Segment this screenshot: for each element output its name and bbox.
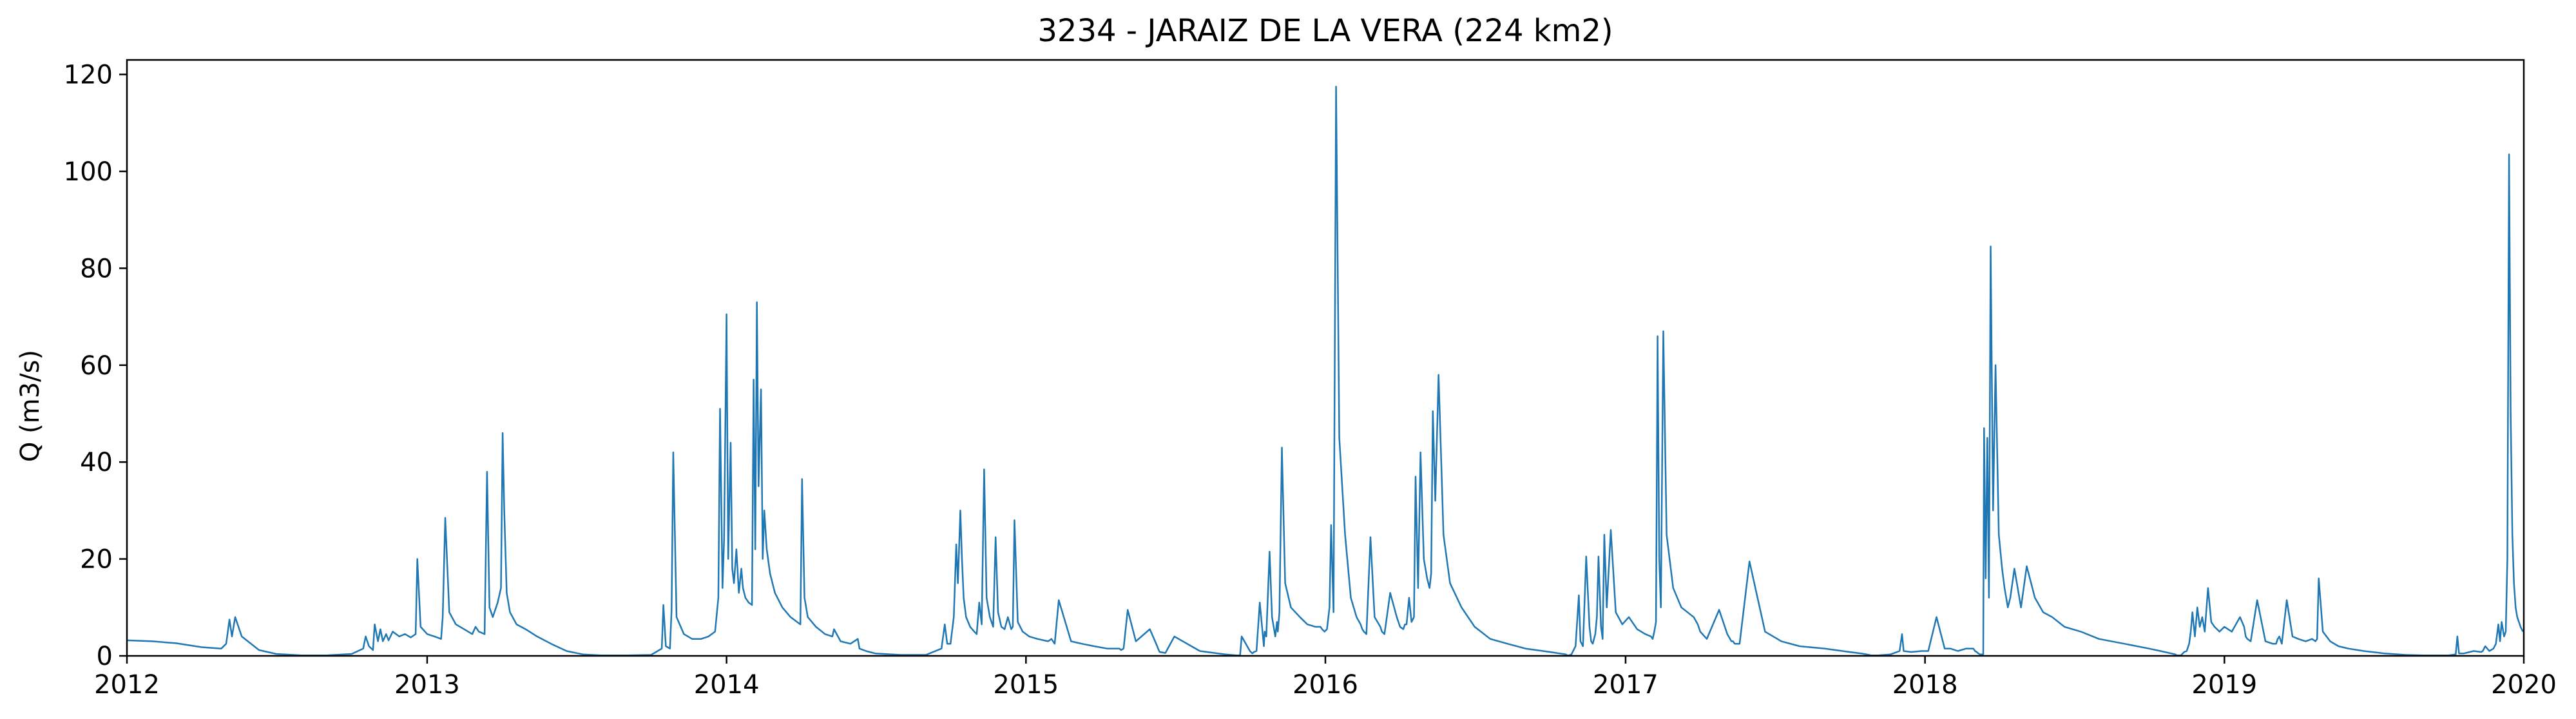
x-tick-label: 2015 [993,670,1059,700]
x-tick-label: 2017 [1593,670,1658,700]
y-tick-label: 0 [97,642,113,671]
x-tick-label: 2012 [94,670,160,700]
x-tick-label: 2014 [694,670,760,700]
y-tick-label: 120 [64,61,113,90]
y-tick-label: 100 [64,157,113,187]
x-tick-label: 2016 [1293,670,1358,700]
plot-frame [126,59,2525,657]
x-tick-label: 2018 [1892,670,1958,700]
plot-area [126,86,2524,657]
x-tick-label: 2013 [394,670,460,700]
y-tick-label: 80 [80,254,113,283]
y-tick-label: 40 [80,448,113,477]
y-axis: 0 20 40 60 80 100 120 [64,61,127,671]
y-axis-label: Q (m3/s) [15,350,45,462]
x-tick-label: 2020 [2491,670,2557,700]
chart-title: 3234 - JARAIZ DE LA VERA (224 km2) [1037,13,1613,49]
x-tick-label: 2019 [2191,670,2257,700]
x-axis: 2012 2013 2014 2015 2016 2017 2018 2019 2020 [94,656,2557,700]
series-line-0 [126,86,2524,657]
y-tick-label: 60 [80,351,113,381]
y-tick-label: 20 [80,545,113,575]
